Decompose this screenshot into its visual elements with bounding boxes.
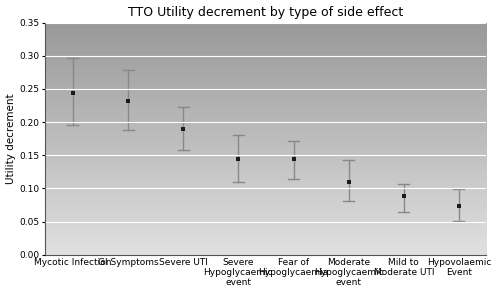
Y-axis label: Utility decrement: Utility decrement: [6, 93, 16, 184]
Title: TTO Utility decrement by type of side effect: TTO Utility decrement by type of side ef…: [128, 6, 404, 18]
